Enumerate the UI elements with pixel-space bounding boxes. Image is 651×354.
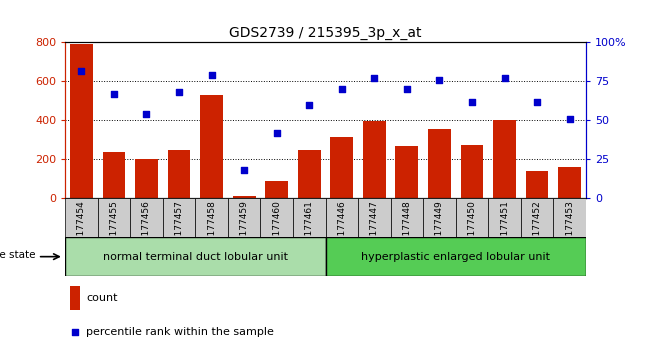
Point	[369, 75, 380, 81]
FancyBboxPatch shape	[358, 198, 391, 237]
Point	[564, 116, 575, 122]
Bar	[266, 181, 288, 198]
Bar	[363, 121, 385, 198]
Point	[174, 90, 184, 95]
FancyBboxPatch shape	[488, 198, 521, 237]
Text: percentile rank within the sample: percentile rank within the sample	[86, 327, 274, 337]
Text: GSM177446: GSM177446	[337, 200, 346, 255]
Point	[467, 99, 477, 104]
Point	[434, 77, 445, 83]
Point	[532, 99, 542, 104]
Point	[76, 68, 87, 73]
Text: GSM177459: GSM177459	[240, 200, 249, 255]
Bar	[135, 159, 158, 198]
FancyBboxPatch shape	[326, 237, 586, 276]
Text: GSM177453: GSM177453	[565, 200, 574, 255]
FancyBboxPatch shape	[65, 237, 326, 276]
Text: hyperplastic enlarged lobular unit: hyperplastic enlarged lobular unit	[361, 252, 550, 262]
FancyBboxPatch shape	[65, 198, 98, 237]
FancyBboxPatch shape	[195, 198, 228, 237]
Point	[499, 75, 510, 81]
Point	[206, 72, 217, 78]
Point	[239, 167, 249, 173]
Bar	[330, 137, 353, 198]
Bar	[298, 149, 320, 198]
Text: GSM177447: GSM177447	[370, 200, 379, 255]
FancyBboxPatch shape	[553, 198, 586, 237]
Point	[304, 102, 314, 108]
Bar	[493, 120, 516, 198]
FancyBboxPatch shape	[260, 198, 293, 237]
Bar	[428, 129, 450, 198]
Text: normal terminal duct lobular unit: normal terminal duct lobular unit	[103, 252, 288, 262]
Text: GSM177452: GSM177452	[533, 200, 542, 255]
Point	[402, 86, 412, 92]
Bar	[201, 95, 223, 198]
Title: GDS2739 / 215395_3p_x_at: GDS2739 / 215395_3p_x_at	[229, 26, 422, 40]
Bar	[395, 146, 418, 198]
Text: GSM177454: GSM177454	[77, 200, 86, 255]
Text: GSM177451: GSM177451	[500, 200, 509, 255]
Bar	[70, 286, 79, 309]
FancyBboxPatch shape	[98, 198, 130, 237]
Text: count: count	[86, 293, 117, 303]
FancyBboxPatch shape	[456, 198, 488, 237]
Text: GSM177458: GSM177458	[207, 200, 216, 255]
Text: GSM177460: GSM177460	[272, 200, 281, 255]
Text: GSM177457: GSM177457	[174, 200, 184, 255]
Bar	[461, 145, 483, 198]
Text: GSM177450: GSM177450	[467, 200, 477, 255]
Point	[70, 329, 80, 335]
FancyBboxPatch shape	[391, 198, 423, 237]
Point	[337, 86, 347, 92]
Bar	[233, 196, 255, 198]
Bar	[525, 171, 548, 198]
Text: GSM177461: GSM177461	[305, 200, 314, 255]
Bar	[558, 167, 581, 198]
FancyBboxPatch shape	[228, 198, 260, 237]
Point	[109, 91, 119, 97]
Text: GSM177448: GSM177448	[402, 200, 411, 255]
Bar	[103, 153, 125, 198]
FancyBboxPatch shape	[130, 198, 163, 237]
Point	[271, 130, 282, 136]
FancyBboxPatch shape	[521, 198, 553, 237]
Text: GSM177449: GSM177449	[435, 200, 444, 255]
Text: GSM177456: GSM177456	[142, 200, 151, 255]
FancyBboxPatch shape	[326, 198, 358, 237]
Bar	[168, 149, 190, 198]
FancyBboxPatch shape	[423, 198, 456, 237]
Text: GSM177455: GSM177455	[109, 200, 118, 255]
Point	[141, 111, 152, 117]
FancyBboxPatch shape	[293, 198, 326, 237]
FancyBboxPatch shape	[163, 198, 195, 237]
Bar	[70, 45, 92, 198]
Text: disease state: disease state	[0, 250, 36, 260]
